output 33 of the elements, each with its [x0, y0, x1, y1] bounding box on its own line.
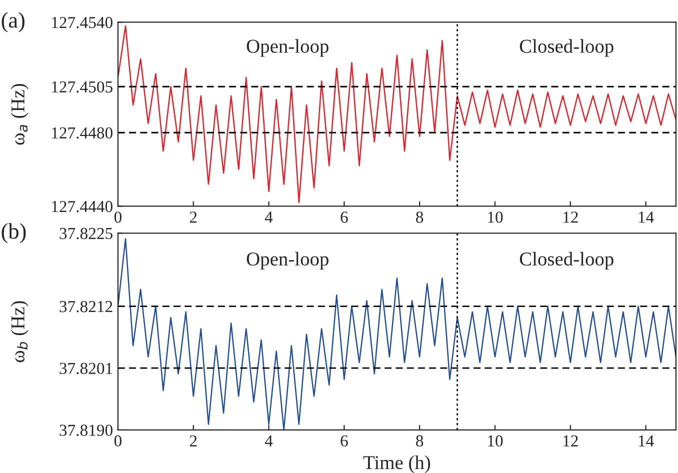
y-tick-label: 127.4505 — [52, 81, 112, 93]
y-tick-label: 37.8212 — [60, 300, 112, 312]
x-tick-label: 14 — [638, 435, 654, 446]
y-tick-label: 127.4440 — [52, 200, 112, 212]
x-tick-label: 0 — [114, 212, 122, 223]
y-tick-label: 127.4480 — [52, 127, 112, 139]
x-tick-label: 12 — [564, 435, 578, 446]
x-tick-label: 8 — [416, 435, 424, 447]
x-tick-label: 8 — [416, 212, 424, 223]
y-axis-title: ω$_{a}$ (Hz) — [10, 84, 28, 145]
annotation: Open-loop — [246, 252, 328, 270]
x-tick-label: 6 — [340, 435, 348, 447]
x-tick-label: 0 — [114, 435, 122, 447]
x-tick-label: 4 — [264, 212, 273, 223]
annotation: Closed-loop — [520, 39, 614, 57]
y-tick-label: 127.4540 — [52, 16, 112, 28]
y-tick-label: 37.8225 — [60, 228, 112, 240]
x-tick-label: 12 — [564, 212, 578, 223]
y-axis-title: ω$_{b}$ (Hz) — [10, 301, 28, 362]
x-axis-title: Time (h) — [363, 455, 430, 473]
chart-title: (b) — [2, 223, 26, 244]
x-tick-label: 2 — [190, 435, 197, 446]
x-tick-label: 10 — [488, 435, 503, 447]
x-tick-label: 2 — [190, 212, 197, 223]
chart-title: (a) — [2, 12, 24, 32]
x-tick-label: 10 — [488, 212, 503, 223]
y-tick-label: 37.8190 — [60, 424, 112, 436]
annotation: Closed-loop — [520, 252, 614, 270]
x-tick-label: 6 — [340, 212, 348, 223]
annotation: Open-loop — [246, 39, 328, 57]
x-tick-label: 14 — [638, 212, 654, 223]
x-tick-label: 4 — [264, 435, 273, 446]
y-tick-label: 37.8201 — [60, 362, 112, 374]
